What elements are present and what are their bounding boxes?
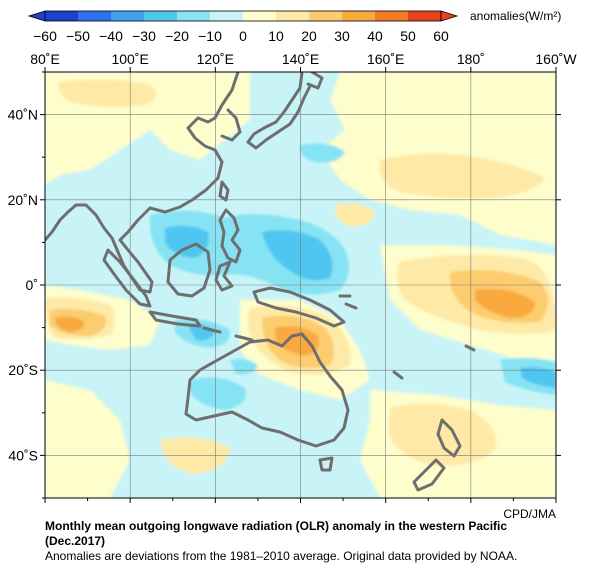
colorbar-cell <box>78 11 112 21</box>
coastline-borneo <box>166 242 212 298</box>
coastline-new-guinea <box>252 286 346 328</box>
axis-ticks <box>40 67 561 503</box>
anomaly-region <box>190 377 246 410</box>
colorbar-tick-label: −20 <box>165 28 189 44</box>
latitude-label: 20˚N <box>8 192 38 208</box>
colorbar: −60 −50 −40 −30 −20 −10 0 10 20 30 40 50 60 anomalie… <box>27 9 561 44</box>
coastline-asia <box>45 72 240 294</box>
colorbar-frame <box>44 10 442 22</box>
anomaly-region <box>475 288 535 318</box>
coastline-korea-china <box>220 108 242 142</box>
colorbar-tick-label: 40 <box>367 28 383 44</box>
colorbar-unit-label: anomalies(W/m²) <box>470 9 561 23</box>
anomaly-region <box>58 79 157 107</box>
anomaly-region <box>299 143 345 163</box>
coastlines <box>45 72 476 492</box>
colorbar-cell <box>45 11 79 21</box>
colorbar-tick-label: 50 <box>400 28 416 44</box>
credit-label: CPD/JMA <box>503 507 556 521</box>
anomaly-region <box>55 316 85 332</box>
anomaly-region <box>520 367 556 388</box>
colorbar-cell <box>309 11 343 21</box>
latitude-label: 40˚N <box>8 107 38 123</box>
gridlines <box>45 72 556 498</box>
colorbar-tick-label: 60 <box>433 28 449 44</box>
colorbar-tick-label: −10 <box>198 28 222 44</box>
colorbar-tick-label: 20 <box>301 28 317 44</box>
colorbar-cell <box>243 11 277 21</box>
longitude-label: 140˚E <box>282 51 319 67</box>
map-panel <box>45 72 556 498</box>
caption-title: Monthly mean outgoing longwave radiation… <box>45 519 508 533</box>
colorbar-high-arrow <box>440 10 459 22</box>
coastline-sumatra <box>102 248 152 308</box>
coastline-islands <box>202 294 358 342</box>
longitude-label: 160˚E <box>367 51 404 67</box>
caption-note: Anomalies are deviations from the 1981–2… <box>45 549 518 563</box>
coastline-sulawesi <box>214 260 234 292</box>
anomaly-region <box>388 403 496 466</box>
anomaly-region <box>379 153 545 199</box>
anomaly-region <box>45 380 130 498</box>
colorbar-tick-label: 10 <box>268 28 284 44</box>
coastline-java <box>148 310 202 328</box>
colorbar-cell <box>375 11 409 21</box>
latitude-label: 0˚ <box>26 277 38 293</box>
coastline-pacific-islands <box>392 344 476 380</box>
colorbar-cell <box>342 11 376 21</box>
coastline-philippines <box>218 208 242 264</box>
anomaly-region <box>262 230 333 281</box>
longitude-label: 120˚E <box>197 51 234 67</box>
anomaly-region <box>165 225 209 258</box>
colorbar-tick-label: 0 <box>239 28 247 44</box>
colorbar-tick-label: 30 <box>334 28 350 44</box>
colorbar-cell <box>144 11 178 21</box>
colorbar-cell <box>408 11 442 21</box>
longitude-labels: 80˚E 100˚E 120˚E 140˚E 160˚E 180˚ 160˚W <box>30 51 577 67</box>
longitude-label: 180˚ <box>457 51 485 67</box>
caption-period: (Dec.2017) <box>45 534 106 548</box>
coastline-tasmania <box>318 456 334 472</box>
anomaly-region <box>275 326 319 356</box>
coastline-new-zealand <box>412 418 462 492</box>
latitude-label: 20˚S <box>8 362 38 378</box>
colorbar-low-arrow <box>27 10 46 22</box>
anomaly-region <box>334 203 375 227</box>
coastline-japan <box>246 72 312 150</box>
latitude-label: 40˚S <box>8 447 38 463</box>
colorbar-cell <box>111 11 145 21</box>
colorbar-tick-label: −50 <box>66 28 90 44</box>
colorbar-cell <box>276 11 310 21</box>
longitude-label: 160˚W <box>535 51 577 67</box>
colorbar-cell <box>210 11 244 21</box>
longitude-label: 100˚E <box>111 51 148 67</box>
colorbar-tick-label: −40 <box>99 28 123 44</box>
coastline-hokkaido <box>306 72 324 90</box>
colorbar-cell <box>177 11 211 21</box>
longitude-label: 80˚E <box>30 51 60 67</box>
coastline-australia <box>184 332 350 448</box>
latitude-labels: 40˚N 20˚N 0˚ 20˚S 40˚S <box>8 107 38 464</box>
colorbar-tick-label: −30 <box>132 28 156 44</box>
colorbar-tick-label: −60 <box>33 28 57 44</box>
